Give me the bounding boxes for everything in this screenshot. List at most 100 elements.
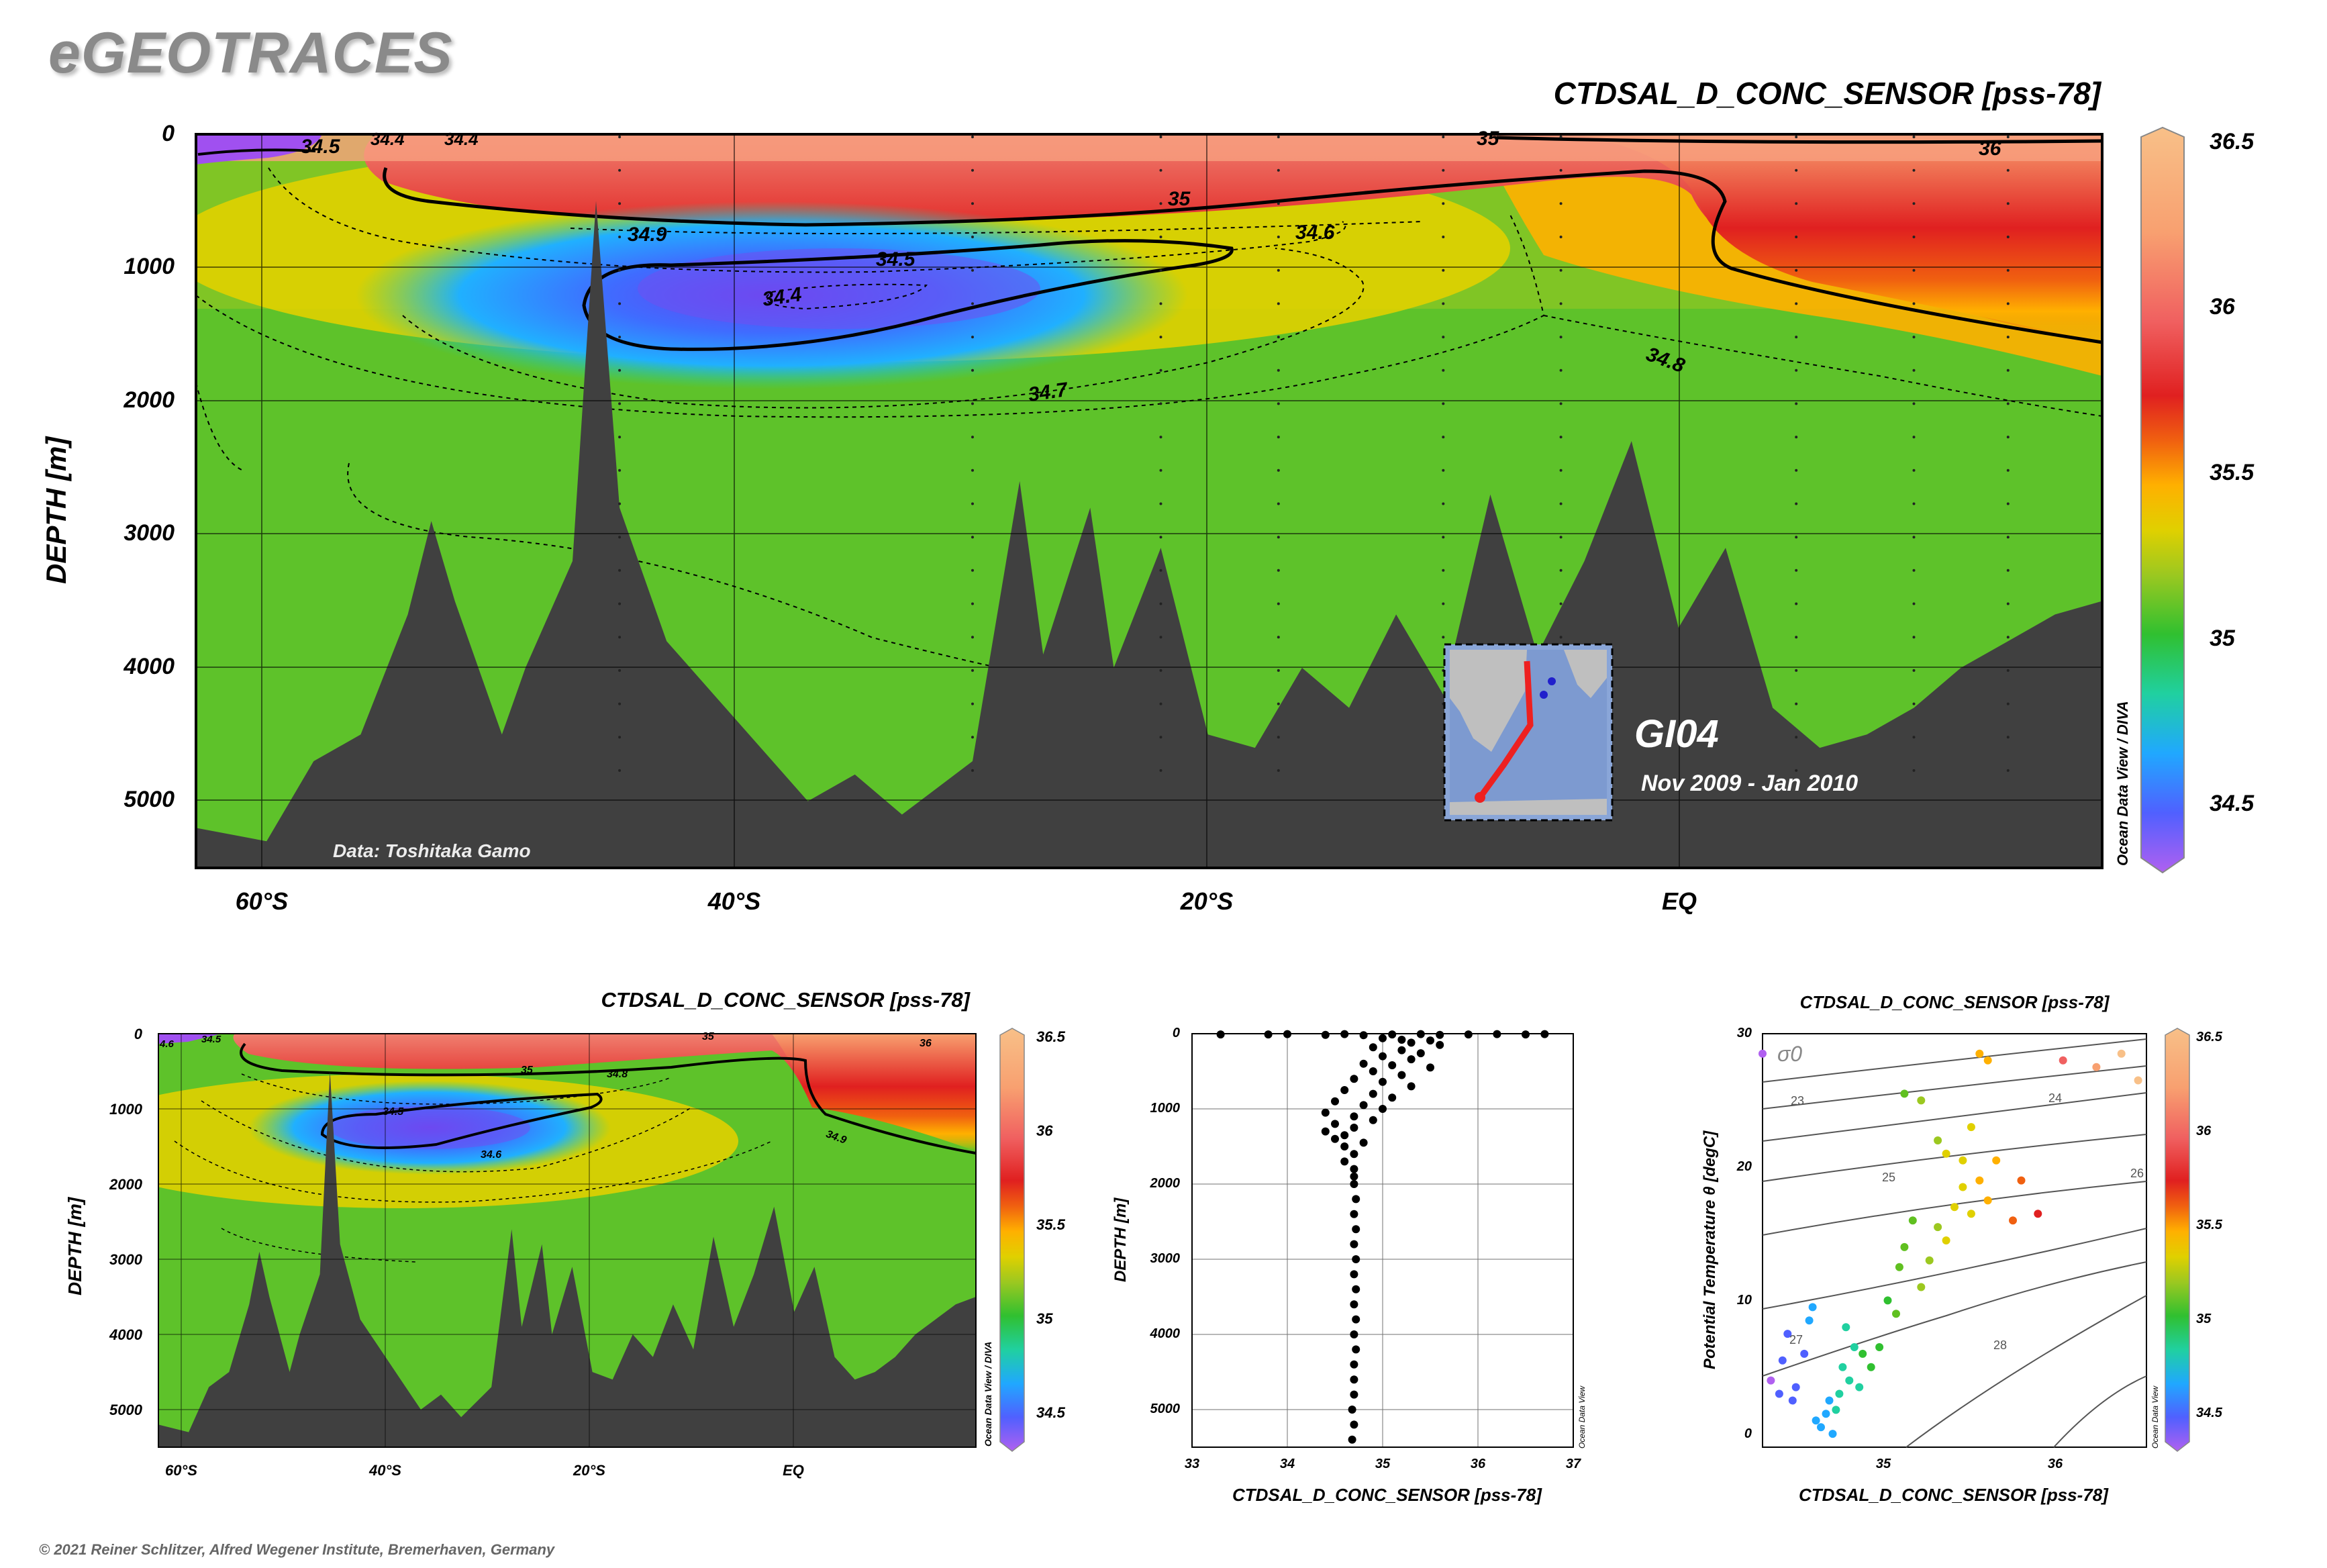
colorbar-tick: 34.5: [1036, 1404, 1065, 1421]
station-dot: [1159, 136, 1162, 138]
ts-xtick: 35: [1875, 1457, 1891, 1471]
profile-point: [1379, 1052, 1387, 1061]
station-dot: [1442, 168, 1445, 172]
station-dot: [618, 436, 622, 439]
brand-logo: eGEOTRACES: [48, 21, 453, 85]
main-ytick: 0: [162, 121, 175, 146]
profile-point: [1340, 1086, 1349, 1094]
station-dot: [971, 502, 974, 505]
sigma-label: σ0: [1777, 1042, 1803, 1066]
contour-label: 36: [1979, 138, 2001, 160]
ts-point: [1959, 1156, 1967, 1165]
station-dot: [971, 602, 974, 605]
small-ytick: 0: [134, 1026, 142, 1042]
profile-point: [1359, 1101, 1368, 1110]
station-dot: [1159, 769, 1162, 772]
ts-point: [1967, 1210, 1975, 1218]
station-dot: [1795, 636, 1798, 639]
station-dot: [1795, 236, 1798, 238]
station-dot: [1277, 168, 1280, 172]
station-dot: [1277, 302, 1280, 305]
station-dot: [1277, 469, 1280, 472]
ts-chart-title: CTDSAL_D_CONC_SENSOR [pss-78]: [1799, 992, 2110, 1012]
ts-point: [1917, 1096, 1926, 1105]
profile-point: [1350, 1300, 1358, 1309]
ts-point: [1767, 1376, 1775, 1385]
ts-point: [1783, 1330, 1792, 1338]
profile-point: [1350, 1165, 1358, 1173]
ts-point: [1775, 1389, 1783, 1398]
profile-ytick: 4000: [1150, 1326, 1181, 1341]
small-xtick: 40°S: [369, 1462, 401, 1479]
profile-point: [1350, 1112, 1358, 1121]
ts-points: [1759, 1049, 2142, 1438]
small-xtick: 60°S: [165, 1462, 197, 1479]
small-ytick: 5000: [109, 1402, 142, 1418]
small-xtick: 20°S: [573, 1462, 605, 1479]
profile-point: [1522, 1030, 1530, 1039]
profile-point: [1416, 1049, 1425, 1058]
main-grid: [196, 134, 2102, 868]
ts-point: [1788, 1396, 1797, 1405]
profile-point: [1350, 1150, 1358, 1159]
ts-point: [1855, 1383, 1864, 1391]
ts-y-axis-label: Potential Temperature θ [degC]: [1701, 1130, 1719, 1369]
station-dot: [2006, 602, 2010, 605]
station-dot: [1912, 669, 1916, 672]
colorbar-tick: 35.5: [1036, 1216, 1065, 1233]
station-dot: [2006, 469, 2010, 472]
station-dot: [1442, 202, 1445, 205]
station-dot: [1559, 502, 1563, 505]
station-dot: [618, 702, 622, 705]
station-dot: [1912, 136, 1916, 138]
station-dot: [1277, 536, 1280, 539]
ts-point: [2134, 1076, 2142, 1085]
station-dot: [1795, 702, 1798, 705]
station-dot: [1442, 469, 1445, 472]
station-dot: [1277, 702, 1280, 705]
profile-point: [1369, 1067, 1377, 1075]
station-dot: [1912, 336, 1916, 339]
profile-point: [1397, 1046, 1406, 1055]
station-dot: [1559, 536, 1563, 539]
ts-point: [1828, 1430, 1837, 1438]
colorbar-tick: 35.5: [2196, 1218, 2222, 1232]
station-dot: [2006, 669, 2010, 672]
station-dot: [971, 636, 974, 639]
station-dot: [618, 602, 622, 605]
ts-x-axis-label: CTDSAL_D_CONC_SENSOR [pss-78]: [1799, 1485, 2108, 1505]
ts-point: [1917, 1283, 1926, 1291]
main-ytick: 3000: [123, 520, 175, 546]
ts-point: [1900, 1089, 1909, 1098]
profile-point: [1369, 1043, 1377, 1052]
ts-ytick: 0: [1744, 1426, 1752, 1441]
profile-point: [1321, 1108, 1330, 1117]
copyright-notice: © 2021 Reiner Schlitzer, Alfred Wegener …: [39, 1541, 555, 1558]
station-dot: [1912, 636, 1916, 639]
profile-xtick: 35: [1375, 1457, 1391, 1471]
main-xtick: 20°S: [1180, 887, 1234, 915]
ts-point: [1975, 1049, 1984, 1058]
profile-ytick: 5000: [1150, 1402, 1181, 1416]
station-dot: [1912, 536, 1916, 539]
ts-point: [1900, 1242, 1909, 1251]
ts-chart: [1759, 1033, 2147, 1448]
ts-point: [1805, 1316, 1814, 1325]
station-dot: [1277, 569, 1280, 572]
profile-point: [1388, 1093, 1397, 1102]
ts-point: [1867, 1363, 1875, 1371]
station-dot: [971, 402, 974, 405]
contour-label: 35: [1168, 188, 1191, 210]
station-dot: [2006, 136, 2010, 138]
station-dot: [1795, 669, 1798, 672]
station-dot: [971, 702, 974, 705]
station-dot: [1559, 236, 1563, 238]
ts-point: [2059, 1056, 2067, 1065]
profile-point: [1350, 1075, 1358, 1083]
station-dot: [1277, 268, 1280, 272]
colorbar-tick: 35: [1036, 1310, 1053, 1327]
station-dot: [2006, 336, 2010, 339]
station-dot: [1442, 569, 1445, 572]
ts-point: [1992, 1156, 2001, 1165]
station-dot: [618, 636, 622, 639]
